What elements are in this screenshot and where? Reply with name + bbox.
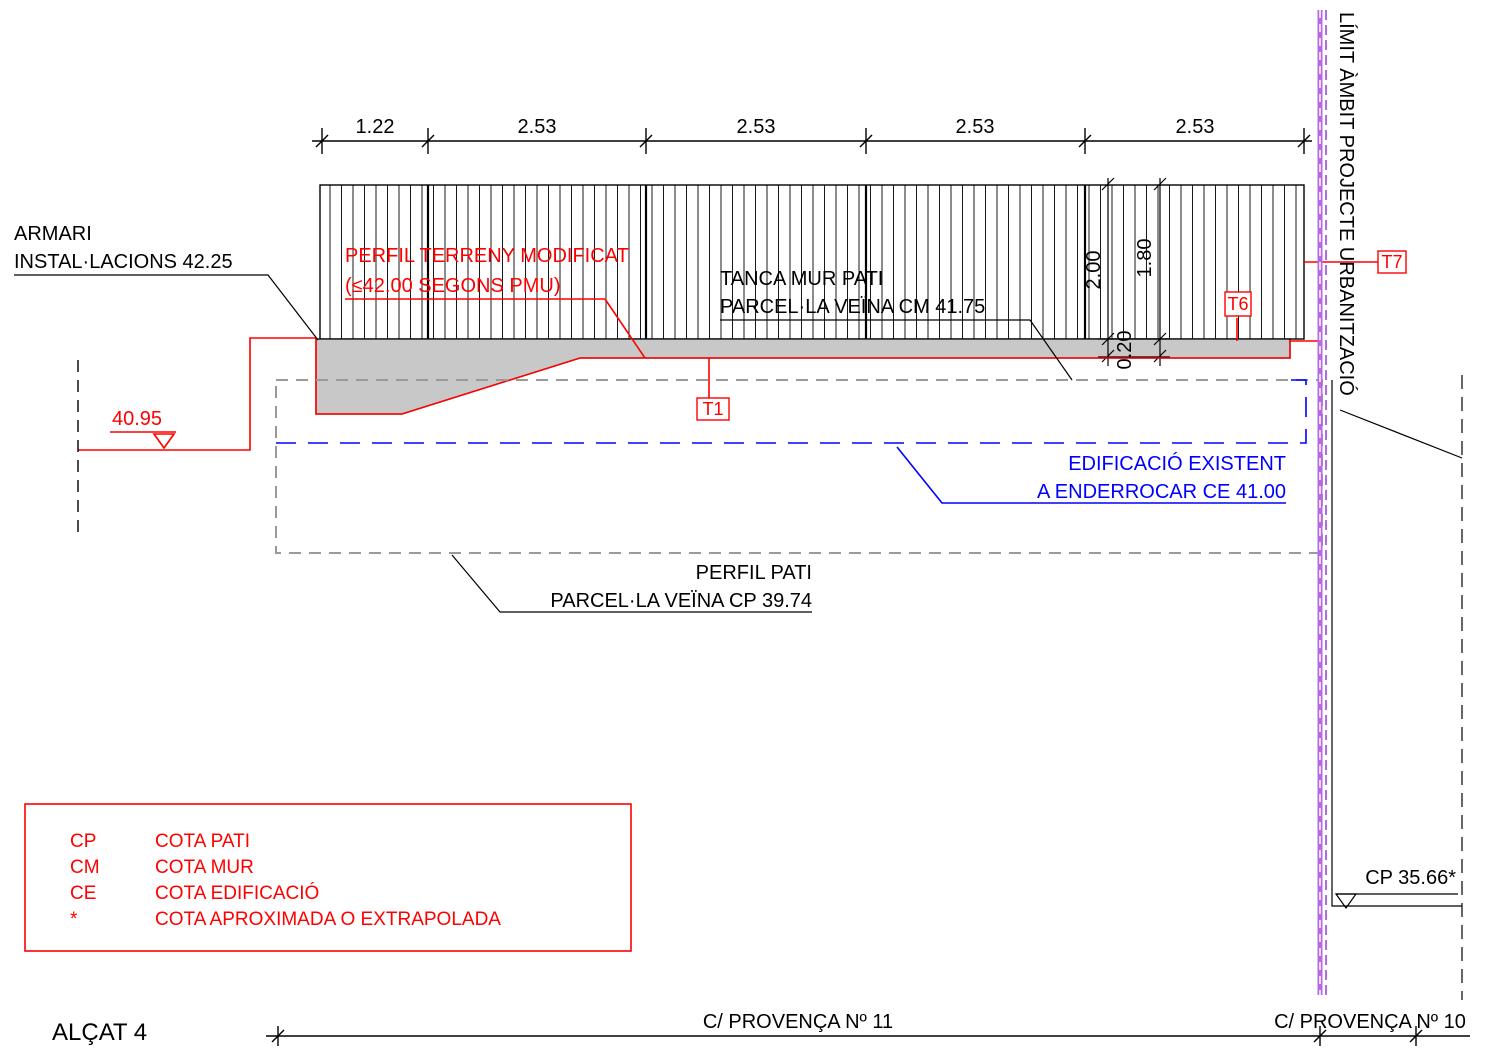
tag-t7-label: T7 [1381, 252, 1402, 272]
legend-text-2: COTA MUR [155, 857, 254, 878]
patio-label-1: PERFIL PATI [696, 562, 812, 584]
legend-text-3: COTA EDIFICACIÓ [155, 882, 319, 904]
armari-label-2: INSTAL·LACIONS 42.25 [14, 251, 233, 273]
wall-base-fill [315, 338, 1291, 415]
dimension-1: 1.22 [356, 116, 395, 138]
cp-right-label: CP 35.66* [1365, 867, 1456, 889]
dimension-4: 2.53 [956, 116, 995, 138]
street-dimension [266, 1026, 1470, 1046]
vdim-2-00: 2.00 [1083, 251, 1105, 290]
legend-code-2: CM [70, 857, 100, 878]
street-label-11: C/ PROVENÇA Nº 11 [703, 1011, 893, 1033]
dimension-chain [312, 128, 1312, 154]
dimension-2: 2.53 [518, 116, 557, 138]
vdim-1-80: 1.80 [1134, 239, 1156, 278]
armari-label-1: ARMARI [14, 223, 92, 245]
dimension-5: 2.53 [1176, 116, 1215, 138]
legend-box: CP COTA PATI CM COTA MUR CE COTA EDIFICA… [24, 803, 632, 952]
legend-text-1: COTA PATI [155, 831, 250, 852]
legend-code-1: CP [70, 831, 96, 852]
terrain-label-2: (≤42.00 SEGONS PMU) [345, 275, 560, 297]
patio-profile-dashed [275, 379, 1323, 554]
building-label-1: EDIFICACIÓ EXISTENT [1068, 452, 1286, 475]
legend-code-3: CE [70, 883, 96, 904]
tag-t6-label: T6 [1227, 294, 1248, 314]
drawing-title: ALÇAT 4 [52, 1019, 147, 1046]
project-limit-line [1317, 10, 1327, 995]
legend-code-4: * [70, 909, 78, 930]
fence-wall [319, 184, 1305, 340]
fence-label-1: TANCA MUR PATI [720, 268, 883, 290]
street-label-10: C/ PROVENÇA Nº 10 [1274, 1011, 1466, 1033]
terrain-label-1: PERFIL TERRENY MODIFICAT [345, 245, 629, 267]
terrain-profile [78, 261, 1378, 451]
tag-t6: T6 [1224, 291, 1252, 317]
vertical-dimensions [1098, 177, 1170, 366]
dimension-3: 2.53 [737, 116, 776, 138]
tag-t1-label: T1 [702, 399, 723, 419]
fence-label-2: PARCEL·LA VEÏNA CM 41.75 [720, 296, 985, 318]
tag-t1: T1 [696, 397, 730, 421]
legend-text-4: COTA APROXIMADA O EXTRAPOLADA [155, 909, 501, 930]
building-label-2: A ENDERROCAR CE 41.00 [1037, 481, 1286, 503]
project-limit-label: LÍMIT ÀMBIT PROJECTE URBANITZACIÓ [1335, 12, 1358, 396]
level-left-label: 40.95 [112, 408, 162, 430]
existing-building [276, 379, 1307, 504]
tag-t7: T7 [1377, 250, 1407, 274]
patio-label-2: PARCEL·LA VEÏNA CP 39.74 [550, 590, 812, 612]
vdim-0-20: 0.20 [1114, 331, 1136, 370]
leader-lines [14, 274, 1463, 1000]
